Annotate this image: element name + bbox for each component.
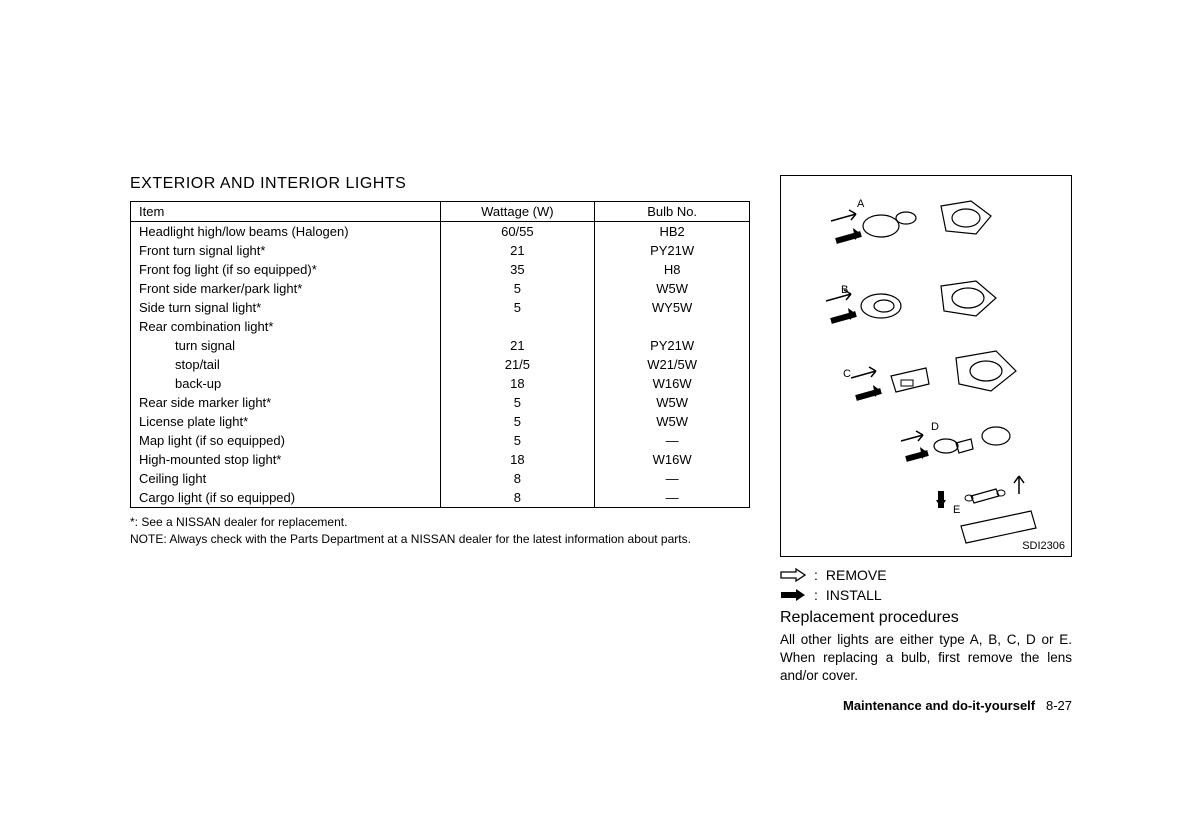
cell-item: Front side marker/park light* bbox=[131, 279, 441, 298]
table-row: Headlight high/low beams (Halogen)60/55H… bbox=[131, 222, 750, 242]
cell-bulb bbox=[595, 317, 750, 336]
cell-item: License plate light* bbox=[131, 412, 441, 431]
bulb-spec-table: Item Wattage (W) Bulb No. Headlight high… bbox=[130, 201, 750, 508]
bulb-diagram: A B C D E SDI2306 bbox=[780, 175, 1072, 557]
cell-wattage: 21 bbox=[440, 336, 595, 355]
table-row: Side turn signal light*5WY5W bbox=[131, 298, 750, 317]
table-row: turn signal21PY21W bbox=[131, 336, 750, 355]
cell-bulb: W5W bbox=[595, 279, 750, 298]
table-row: stop/tail21/5W21/5W bbox=[131, 355, 750, 374]
cell-bulb: H8 bbox=[595, 260, 750, 279]
replacement-subheading: Replacement procedures bbox=[780, 609, 1072, 627]
cell-item: Front turn signal light* bbox=[131, 241, 441, 260]
footnote-note: NOTE: Always check with the Parts Depart… bbox=[130, 531, 750, 548]
cell-bulb: W16W bbox=[595, 450, 750, 469]
cell-bulb: — bbox=[595, 469, 750, 488]
cell-wattage: 8 bbox=[440, 488, 595, 508]
footer-section: Maintenance and do-it-yourself bbox=[843, 698, 1035, 713]
left-column: EXTERIOR AND INTERIOR LIGHTS Item Wattag… bbox=[130, 175, 750, 713]
footer-page-number: 8-27 bbox=[1046, 698, 1072, 713]
diagram-svg bbox=[781, 176, 1071, 556]
cell-item: Front fog light (if so equipped)* bbox=[131, 260, 441, 279]
diagram-label-a: A bbox=[857, 198, 864, 210]
legend: : REMOVE : INSTALL bbox=[780, 567, 1072, 603]
cell-wattage bbox=[440, 317, 595, 336]
arrow-solid-icon bbox=[780, 588, 806, 602]
table-row: Front turn signal light*21PY21W bbox=[131, 241, 750, 260]
cell-item: Map light (if so equipped) bbox=[131, 431, 441, 450]
legend-remove-label: REMOVE bbox=[826, 567, 887, 583]
cell-wattage: 60/55 bbox=[440, 222, 595, 242]
table-row: back-up18W16W bbox=[131, 374, 750, 393]
cell-item: Ceiling light bbox=[131, 469, 441, 488]
cell-wattage: 5 bbox=[440, 431, 595, 450]
table-row: Rear side marker light*5W5W bbox=[131, 393, 750, 412]
footnote-asterisk: *: See a NISSAN dealer for replacement. bbox=[130, 514, 750, 531]
cell-bulb: PY21W bbox=[595, 336, 750, 355]
cell-item: Side turn signal light* bbox=[131, 298, 441, 317]
legend-install-label: INSTALL bbox=[826, 587, 882, 603]
table-row: Front side marker/park light*5W5W bbox=[131, 279, 750, 298]
cell-wattage: 5 bbox=[440, 393, 595, 412]
replacement-body: All other lights are either type A, B, C… bbox=[780, 631, 1072, 686]
cell-bulb: W5W bbox=[595, 412, 750, 431]
section-title: EXTERIOR AND INTERIOR LIGHTS bbox=[130, 175, 750, 193]
cell-bulb: PY21W bbox=[595, 241, 750, 260]
table-header-wattage: Wattage (W) bbox=[440, 202, 595, 222]
page-footer: Maintenance and do-it-yourself 8-27 bbox=[780, 698, 1072, 713]
cell-wattage: 18 bbox=[440, 374, 595, 393]
cell-wattage: 5 bbox=[440, 298, 595, 317]
table-row: License plate light*5W5W bbox=[131, 412, 750, 431]
cell-bulb: — bbox=[595, 488, 750, 508]
cell-item: turn signal bbox=[131, 336, 441, 355]
cell-bulb: W16W bbox=[595, 374, 750, 393]
diagram-code: SDI2306 bbox=[1022, 540, 1065, 552]
diagram-label-c: C bbox=[843, 368, 851, 380]
cell-item: High-mounted stop light* bbox=[131, 450, 441, 469]
table-row: Front fog light (if so equipped)*35H8 bbox=[131, 260, 750, 279]
cell-item: Cargo light (if so equipped) bbox=[131, 488, 441, 508]
cell-item: Rear combination light* bbox=[131, 317, 441, 336]
arrow-outline-icon bbox=[780, 568, 806, 582]
cell-item: back-up bbox=[131, 374, 441, 393]
cell-item: Headlight high/low beams (Halogen) bbox=[131, 222, 441, 242]
table-header-item: Item bbox=[131, 202, 441, 222]
cell-bulb: W5W bbox=[595, 393, 750, 412]
table-row: Rear combination light* bbox=[131, 317, 750, 336]
diagram-label-b: B bbox=[841, 284, 848, 296]
cell-wattage: 21 bbox=[440, 241, 595, 260]
cell-wattage: 8 bbox=[440, 469, 595, 488]
cell-wattage: 5 bbox=[440, 279, 595, 298]
legend-remove: : REMOVE bbox=[780, 567, 1072, 583]
cell-item: stop/tail bbox=[131, 355, 441, 374]
diagram-label-e: E bbox=[953, 504, 960, 516]
right-column: A B C D E SDI2306 : REMOVE : INSTALL bbox=[780, 175, 1072, 713]
table-row: Map light (if so equipped)5— bbox=[131, 431, 750, 450]
cell-wattage: 5 bbox=[440, 412, 595, 431]
table-header-bulb: Bulb No. bbox=[595, 202, 750, 222]
manual-page: EXTERIOR AND INTERIOR LIGHTS Item Wattag… bbox=[0, 0, 1200, 773]
cell-bulb: — bbox=[595, 431, 750, 450]
table-row: Cargo light (if so equipped)8— bbox=[131, 488, 750, 508]
cell-bulb: HB2 bbox=[595, 222, 750, 242]
cell-bulb: W21/5W bbox=[595, 355, 750, 374]
diagram-label-d: D bbox=[931, 421, 939, 433]
cell-wattage: 18 bbox=[440, 450, 595, 469]
legend-install: : INSTALL bbox=[780, 587, 1072, 603]
cell-item: Rear side marker light* bbox=[131, 393, 441, 412]
table-row: High-mounted stop light*18W16W bbox=[131, 450, 750, 469]
table-row: Ceiling light8— bbox=[131, 469, 750, 488]
footnote: *: See a NISSAN dealer for replacement. … bbox=[130, 514, 750, 548]
cell-wattage: 21/5 bbox=[440, 355, 595, 374]
cell-bulb: WY5W bbox=[595, 298, 750, 317]
cell-wattage: 35 bbox=[440, 260, 595, 279]
